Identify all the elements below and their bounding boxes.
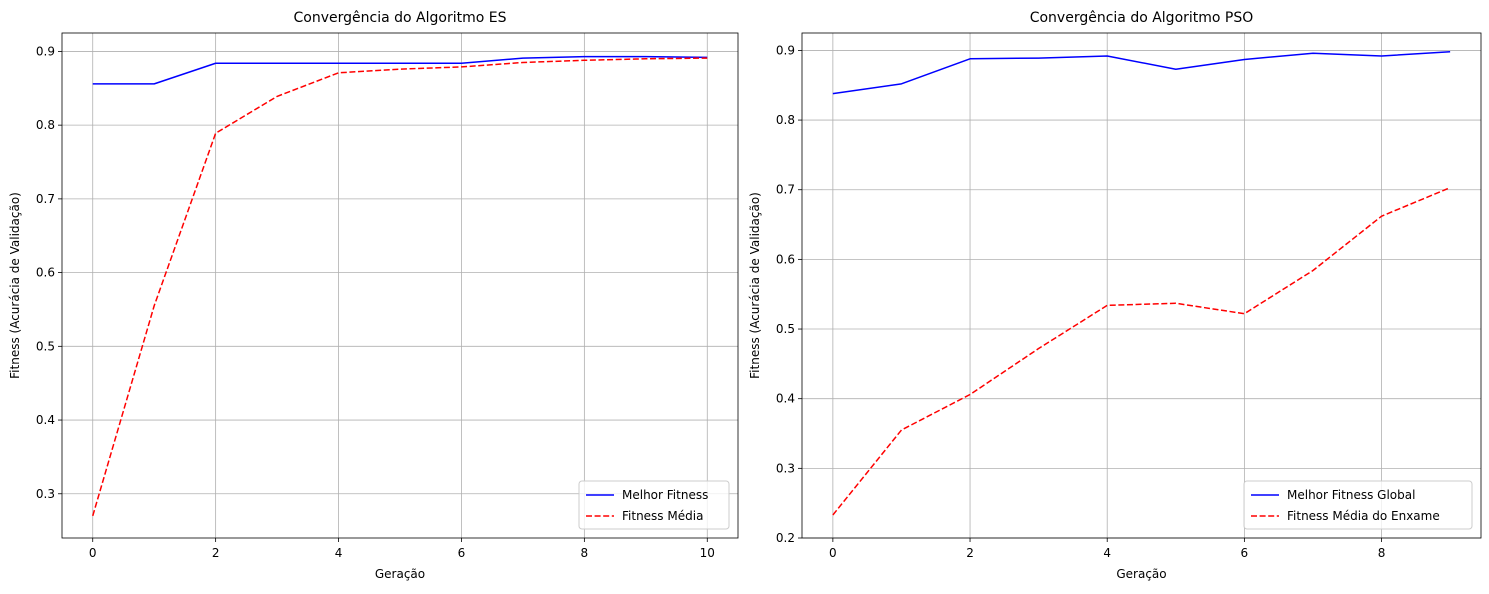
y-tick-label: 0.6 bbox=[776, 252, 795, 266]
y-tick-label: 0.6 bbox=[36, 266, 55, 280]
series-line-1 bbox=[92, 55, 708, 85]
x-tick-label: 6 bbox=[458, 546, 466, 560]
y-tick-label: 0.5 bbox=[776, 322, 795, 336]
grid bbox=[62, 33, 738, 538]
y-axis-label: Fitness (Acurácia de Validação) bbox=[8, 192, 22, 379]
y-tick-label: 0.9 bbox=[36, 44, 55, 58]
ticks: 0 2 4 6 8 10 0.3 0.4 0.5 0.6 0.7 0.8 0.9 bbox=[36, 44, 715, 560]
legend-label-2: Fitness Média do Enxame bbox=[1287, 509, 1440, 523]
x-tick-label: 2 bbox=[966, 546, 974, 560]
ticks: 0 2 4 6 8 0.2 0.3 0.4 0.5 0.6 0.7 0.8 0.9 bbox=[776, 43, 1385, 560]
x-tick-label: 8 bbox=[1378, 546, 1386, 560]
y-tick-label: 0.8 bbox=[36, 118, 55, 132]
y-tick-label: 0.4 bbox=[36, 413, 55, 427]
legend-frame bbox=[1243, 480, 1473, 530]
x-tick-label: 4 bbox=[1103, 546, 1111, 560]
y-tick-label: 0.3 bbox=[36, 487, 55, 501]
legend: Melhor Fitness Fitness Média bbox=[578, 480, 730, 530]
y-tick-label: 0.9 bbox=[776, 43, 795, 57]
y-tick-label: 0.3 bbox=[776, 461, 795, 475]
y-tick-label: 0.5 bbox=[36, 339, 55, 353]
x-axis-label: Geração bbox=[1116, 567, 1166, 581]
legend-label-1: Melhor Fitness Global bbox=[1287, 488, 1415, 502]
x-tick-label: 8 bbox=[581, 546, 589, 560]
x-tick-label: 0 bbox=[829, 546, 837, 560]
y-tick-label: 0.7 bbox=[776, 183, 795, 197]
y-axis-label: Fitness (Acurácia de Validação) bbox=[748, 192, 762, 379]
chart-title: Convergência do Algoritmo ES bbox=[294, 10, 507, 26]
x-tick-label: 6 bbox=[1241, 546, 1249, 560]
x-tick-label: 2 bbox=[212, 546, 220, 560]
chart-pso: Convergência do Algoritmo PSO Geração Fi… bbox=[748, 10, 1482, 581]
y-tick-label: 0.8 bbox=[776, 113, 795, 127]
plot-frame bbox=[801, 32, 1482, 539]
x-axis-label: Geração bbox=[375, 567, 425, 581]
series-line-2 bbox=[92, 57, 708, 517]
chart-es: Convergência do Algoritmo ES Geração Fit… bbox=[8, 10, 739, 581]
series-line-2 bbox=[832, 186, 1451, 516]
y-tick-label: 0.4 bbox=[776, 392, 795, 406]
x-tick-label: 0 bbox=[89, 546, 97, 560]
grid bbox=[802, 33, 1481, 539]
plot-frame bbox=[61, 32, 739, 539]
y-tick-label: 0.7 bbox=[36, 192, 55, 206]
x-tick-label: 10 bbox=[700, 546, 715, 560]
legend: Melhor Fitness Global Fitness Média do En… bbox=[1243, 480, 1473, 530]
x-tick-label: 4 bbox=[335, 546, 343, 560]
chart-title: Convergência do Algoritmo PSO bbox=[1030, 10, 1254, 26]
legend-label-2: Fitness Média bbox=[622, 509, 703, 523]
y-tick-label: 0.2 bbox=[776, 531, 795, 545]
series-line-1 bbox=[832, 51, 1451, 95]
legend-label-1: Melhor Fitness bbox=[622, 488, 708, 502]
legend-frame bbox=[578, 480, 730, 530]
